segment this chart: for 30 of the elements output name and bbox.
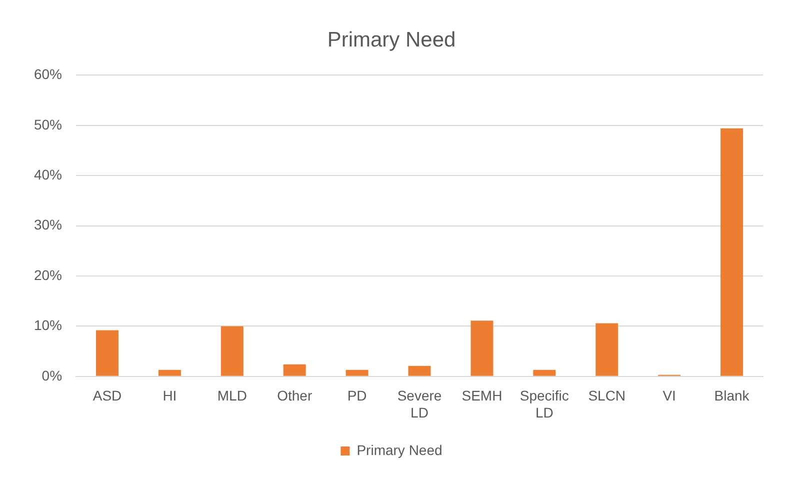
bar <box>408 366 431 376</box>
y-tick-label: 30% <box>34 216 62 233</box>
bar <box>470 320 494 376</box>
y-tick-label: 40% <box>34 166 62 182</box>
y-tick-label: 10% <box>34 317 62 334</box>
x-tick-label: ASD <box>92 388 122 404</box>
x-tick-label: Other <box>277 388 312 404</box>
bar <box>346 370 368 376</box>
x-tick-label: MLD <box>217 388 247 404</box>
x-tick-label: PD <box>347 388 367 404</box>
chart-title: Primary Need <box>327 28 456 52</box>
x-tick-label: Specific LD <box>520 388 569 420</box>
bar <box>158 370 181 376</box>
y-tick-label: 50% <box>34 116 62 132</box>
x-tick-label: VI <box>662 388 676 404</box>
bar <box>533 370 556 376</box>
legend-label: Primary Need <box>356 442 442 458</box>
x-tick-label: SLCN <box>588 388 626 404</box>
x-tick-label: HI <box>162 388 177 404</box>
bar <box>596 323 618 376</box>
y-tick-label: 60% <box>34 66 62 82</box>
y-tick-label: 20% <box>34 266 62 283</box>
y-tick-label: 0% <box>42 367 62 384</box>
bar <box>283 364 306 376</box>
x-tick-label: SEMH <box>462 388 502 404</box>
bar <box>720 128 744 376</box>
bar <box>96 330 118 376</box>
x-tick-label: Severe LD <box>397 388 442 420</box>
x-tick-label: Blank <box>714 388 750 404</box>
bar <box>220 326 244 376</box>
